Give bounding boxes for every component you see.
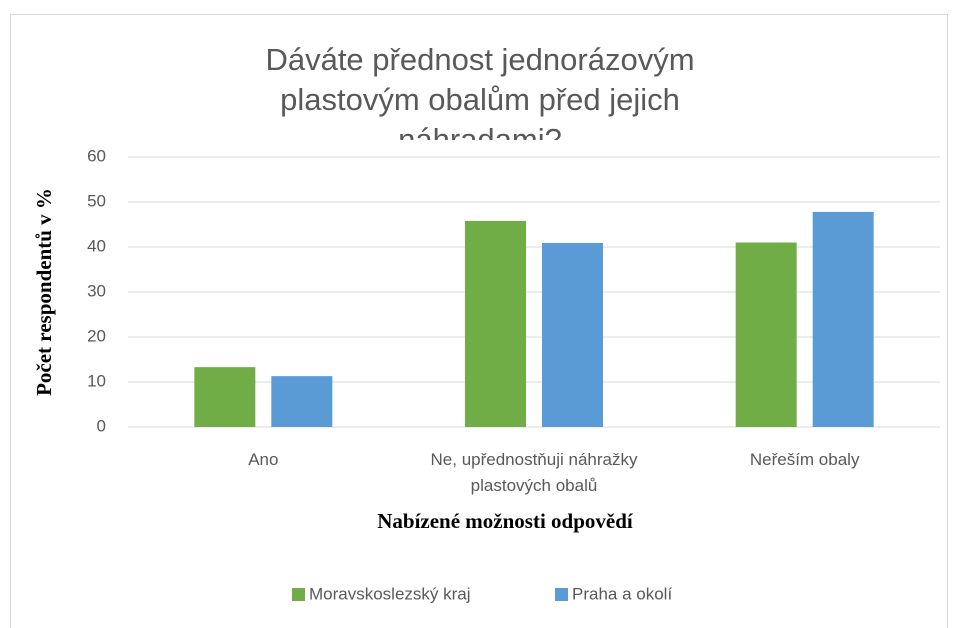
y-tick-label: 10	[87, 371, 106, 390]
x-tick-label: Ne, upřednostňuji náhražky plastových ob…	[430, 450, 638, 495]
x-tick-label-box: Ne, upřednostňuji náhražky plastových ob…	[430, 450, 638, 495]
x-tick-label-box: Ano	[248, 450, 279, 469]
x-axis-title: Nabízené možnosti odpovědí	[377, 509, 634, 533]
bar	[465, 220, 526, 427]
legend-label: Moravskoslezský kraj	[309, 584, 471, 603]
y-tick-label: 0	[97, 416, 106, 435]
y-tick-label: 60	[87, 146, 106, 165]
y-tick-label: 50	[87, 191, 106, 210]
bar	[812, 211, 874, 427]
y-axis-title: Počet respondentů v %	[32, 188, 56, 396]
y-tick-label: 30	[87, 281, 106, 300]
x-tick-label: Ano	[248, 450, 279, 469]
bar	[194, 367, 256, 427]
y-tick-label: 40	[87, 236, 106, 255]
legend-swatch	[292, 588, 305, 601]
chart-title: Dáváte přednost jednorázovým plastovým o…	[265, 42, 695, 140]
legend-swatch	[555, 588, 568, 601]
legend-label: Praha a okolí	[572, 584, 672, 603]
bar	[542, 242, 603, 427]
x-tick-label-box: Neřeším obaly	[749, 450, 860, 469]
bar	[735, 242, 797, 427]
x-tick-label: Neřeším obaly	[749, 450, 860, 469]
bar	[271, 376, 333, 427]
title-box: Dáváte přednost jednorázovým plastovým o…	[265, 42, 695, 140]
y-tick-label: 20	[87, 326, 106, 345]
